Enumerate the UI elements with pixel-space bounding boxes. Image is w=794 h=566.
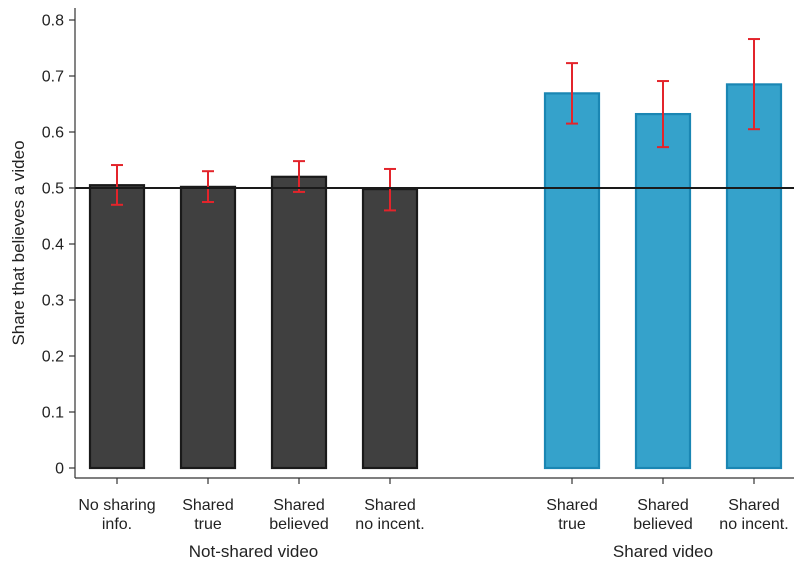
group-label: Shared video: [613, 542, 713, 561]
bar: [361, 188, 419, 470]
category-label-line: No sharing: [78, 497, 155, 514]
category-label-line: Shared: [182, 497, 234, 514]
category-label-line: no incent.: [355, 516, 424, 533]
category-label: No sharing info.: [78, 497, 155, 533]
bar: [634, 112, 692, 470]
y-tick-label: 0.4: [42, 237, 64, 254]
category-label-line: Shared: [728, 497, 780, 514]
category-label-line: no incent.: [719, 516, 788, 533]
y-tick-label: 0.3: [42, 293, 64, 310]
bar: [179, 185, 237, 470]
bars-layer: [88, 83, 783, 470]
category-label: Shared no incent.: [355, 497, 424, 533]
y-tick-label: 0.8: [42, 13, 64, 30]
y-tick-label: 0.1: [42, 405, 64, 422]
x-ticks: [116, 478, 755, 484]
category-label-line: info.: [102, 516, 132, 533]
bar: [270, 175, 328, 470]
category-label-line: Shared: [364, 497, 416, 514]
bar: [725, 83, 783, 470]
category-label: Shared true: [182, 497, 234, 533]
category-label-line: Shared: [637, 497, 689, 514]
category-label: Shared believed: [269, 497, 329, 533]
y-tick-label: 0.5: [42, 181, 64, 198]
category-label: Shared no incent.: [719, 497, 788, 533]
category-label-line: believed: [269, 516, 329, 533]
category-label-line: Shared: [546, 497, 598, 514]
category-label-line: true: [558, 516, 586, 533]
category-label-line: true: [194, 516, 222, 533]
bar: [88, 184, 146, 470]
y-tick-label: 0.7: [42, 69, 64, 86]
y-tick-label: 0.2: [42, 349, 64, 366]
y-axis-title: Share that believes a video: [9, 140, 28, 345]
y-tick-label: 0.6: [42, 125, 64, 142]
category-label: Shared believed: [633, 497, 693, 533]
y-tick-label: 0: [55, 461, 64, 478]
category-label: Shared true: [546, 497, 598, 533]
error-bars-layer: [111, 38, 760, 212]
bar: [543, 92, 601, 470]
y-ticks: 0 0.1 0.2 0.3 0.4 0.5 0.6 0.7 0.8: [42, 13, 75, 478]
category-label-line: believed: [633, 516, 693, 533]
group-label: Not-shared video: [189, 542, 318, 561]
category-label-line: Shared: [273, 497, 325, 514]
group-labels: Not-shared video Shared video: [189, 542, 713, 561]
